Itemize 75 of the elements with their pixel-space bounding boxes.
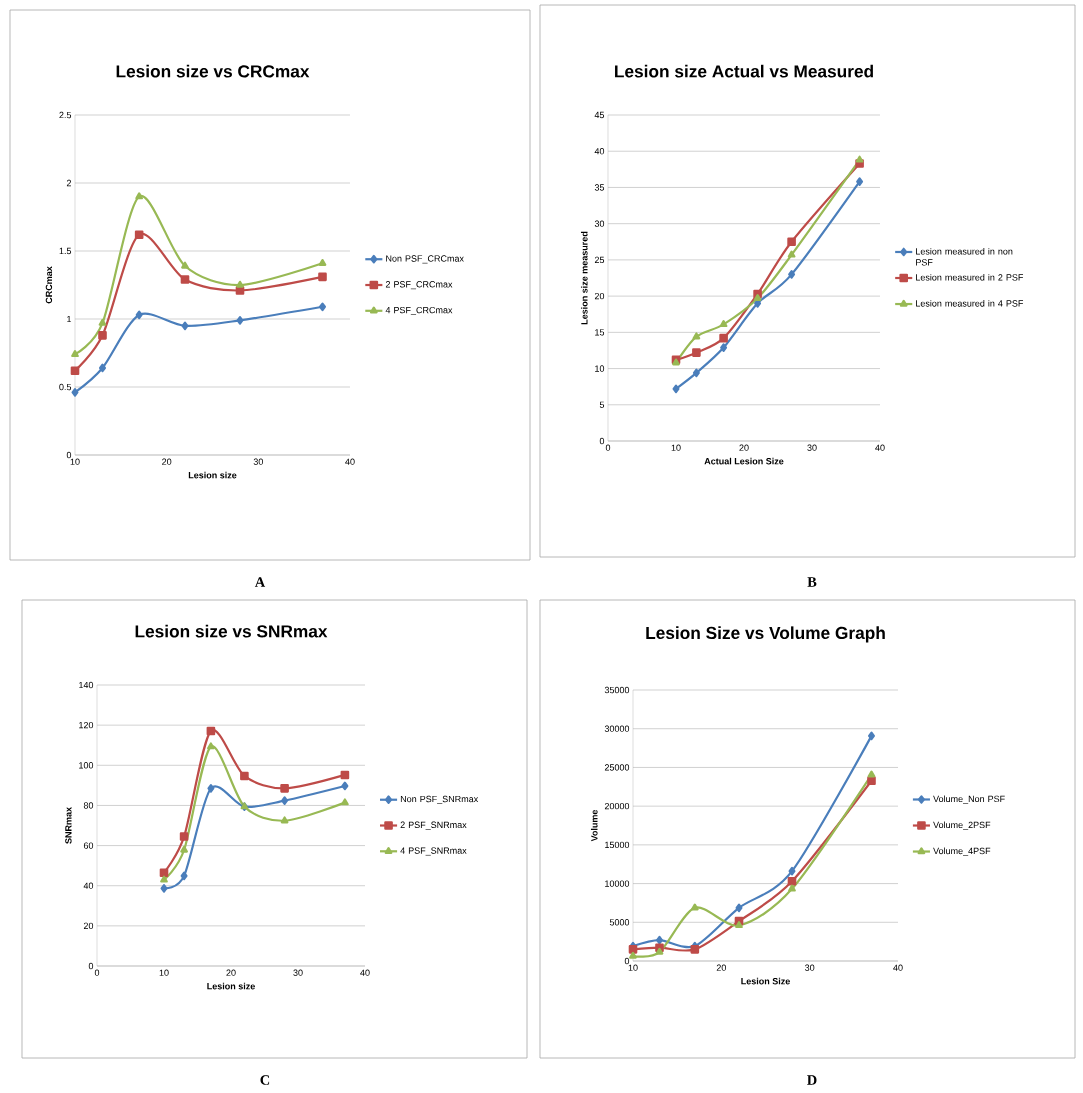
y-tick-label: 120 (79, 721, 94, 729)
text: A (254, 577, 266, 587)
y-tick-label: 0 (599, 437, 605, 445)
chart-title: Lesion size Actual vs Measured (615, 64, 873, 78)
y-tick-label: 15000 (605, 841, 630, 849)
x-axis-title: Actual Lesion Size (704, 457, 784, 465)
legend-label: Lesion measured in 4 PSF (916, 300, 1024, 307)
chart-title: Lesion size vs CRCmax (116, 64, 310, 78)
x-tick-label: 40 (875, 444, 885, 451)
y-tick-label: 0.5 (59, 383, 72, 391)
y-tick-label: 25 (594, 256, 605, 264)
y-tick-label: 25000 (604, 764, 630, 771)
x-tick-label: 30 (807, 444, 817, 451)
legend-label: Volume_2PSF (933, 821, 991, 830)
legend-label: 4 PSF_CRCmax (385, 306, 453, 315)
y-tick-label: 40 (594, 148, 605, 155)
y-tick-label: 2.5 (59, 111, 72, 119)
x-tick-label: 20 (716, 964, 726, 971)
x-axis-title: Lesion Size (741, 977, 790, 985)
x-tick-label: 40 (360, 969, 370, 976)
y-tick-label: 100 (79, 762, 94, 769)
y-tick-label: 20 (594, 292, 605, 300)
y-tick-label: 20000 (604, 802, 630, 810)
y-tick-label: 35 (594, 184, 605, 191)
x-tick-label: 20 (162, 458, 172, 465)
x-axis-title: Lesion size (207, 982, 255, 990)
y-tick-label: 0 (624, 957, 630, 965)
y-tick-label: 40 (83, 882, 94, 889)
x-tick-label: 0 (94, 969, 100, 976)
x-tick-label: 40 (345, 458, 355, 465)
y-axis-title: CRCmax (45, 266, 53, 304)
y-tick-label: 1 (67, 315, 72, 323)
x-tick-label: 40 (893, 964, 903, 971)
chart-title: Lesion size vs SNRmax (135, 624, 328, 638)
legend-label: Non PSF_SNRmax (400, 795, 479, 804)
y-tick-label: 140 (79, 681, 94, 689)
legend-label: 4 PSF_SNRmax (400, 847, 467, 856)
y-tick-label: 45 (594, 111, 605, 119)
x-tick-label: 10 (159, 969, 169, 976)
legend-label: Volume_4PSF (933, 847, 991, 856)
y-tick-label: 30 (594, 220, 605, 227)
y-axis-title: SNRmax (65, 807, 72, 844)
x-tick-label: 20 (226, 969, 236, 976)
legend-label: Lesion measured in non PSF (916, 247, 1013, 266)
x-tick-label: 20 (739, 444, 749, 451)
text: B (807, 577, 817, 587)
y-tick-label: 10000 (605, 880, 630, 887)
y-axis-title: Lesion size measured (580, 231, 588, 325)
legend-label: Volume_Non PSF (933, 795, 1005, 804)
chart-title: Lesion Size vs Volume Graph (646, 626, 885, 643)
text: C (260, 1075, 270, 1085)
y-axis-title: Volume (590, 809, 598, 842)
x-tick-label: 10 (628, 964, 638, 971)
legend-label: Non PSF_CRCmax (386, 255, 464, 264)
y-tick-label: 80 (83, 802, 94, 809)
legend-label: 2 PSF_SNRmax (400, 821, 467, 830)
y-tick-label: 20 (83, 922, 94, 930)
x-tick-label: 30 (293, 969, 303, 976)
y-tick-label: 10 (595, 365, 605, 372)
x-tick-label: 30 (253, 458, 263, 465)
legend-label: Lesion measured in 2 PSF (916, 273, 1024, 281)
y-tick-label: 0 (66, 451, 72, 459)
legend-label: 2 PSF_CRCmax (385, 281, 453, 290)
y-tick-label: 30000 (604, 725, 630, 732)
y-tick-label: 35000 (604, 686, 630, 694)
x-tick-label: 10 (671, 444, 681, 451)
x-tick-label: 30 (805, 964, 815, 971)
y-tick-label: 15 (595, 329, 605, 336)
y-tick-label: 60 (83, 842, 94, 849)
y-tick-label: 5 (599, 401, 605, 408)
y-tick-label: 5000 (609, 919, 630, 926)
x-axis-title: Lesion size (188, 471, 237, 479)
y-tick-label: 1.5 (59, 247, 72, 255)
y-tick-label: 2 (66, 179, 72, 187)
text: D (807, 1075, 817, 1085)
